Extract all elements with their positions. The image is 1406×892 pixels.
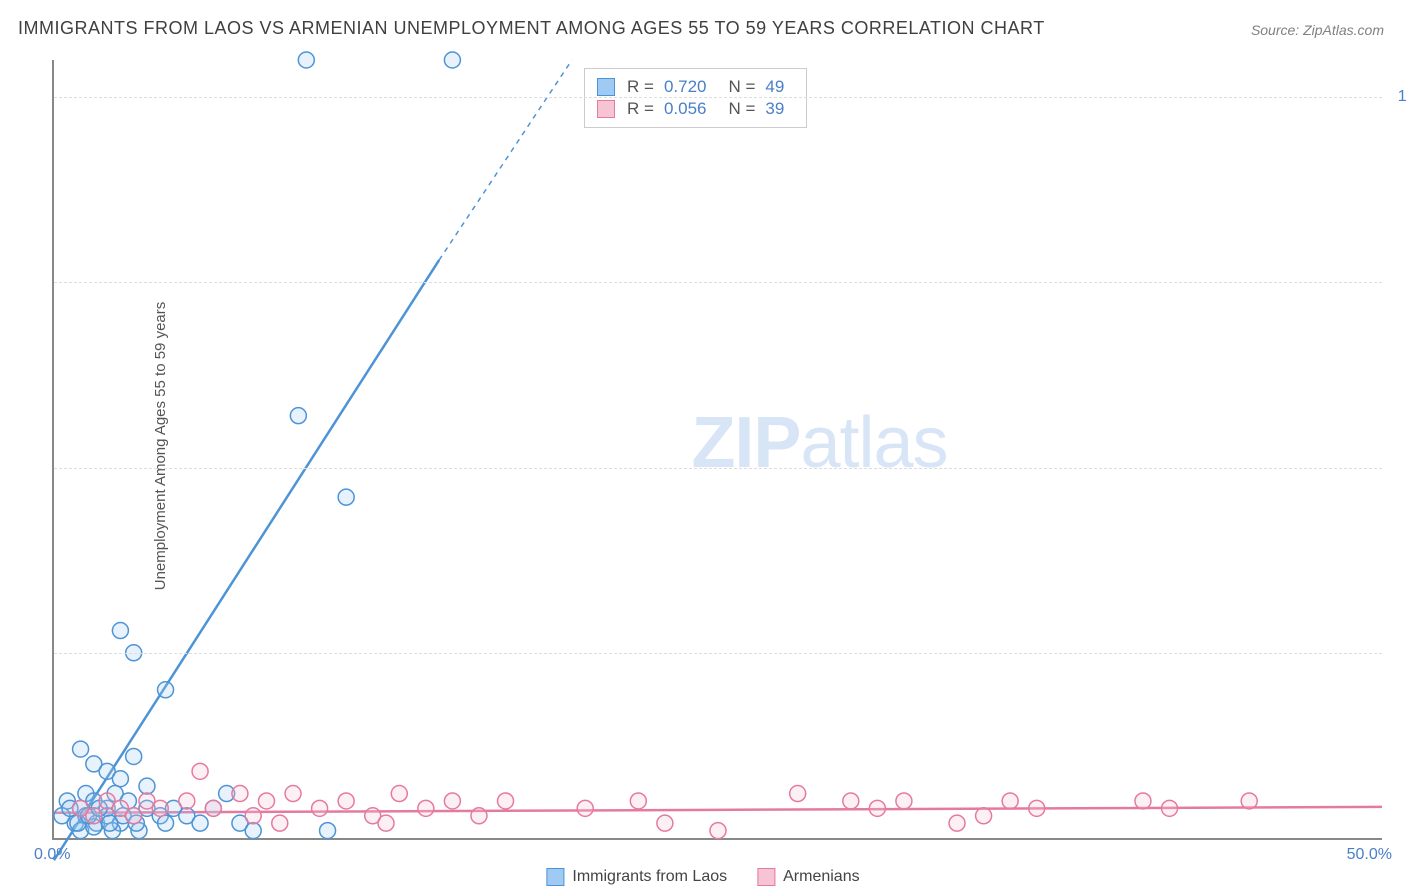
gridline — [54, 97, 1382, 98]
stats-row-armenians: R = 0.056 N = 39 — [597, 99, 794, 119]
x-tick-50: 50.0% — [1347, 846, 1392, 864]
stats-row-laos: R = 0.720 N = 49 — [597, 77, 794, 97]
gridline — [54, 653, 1382, 654]
n-label: N = — [728, 77, 755, 97]
gridline — [54, 282, 1382, 283]
legend-label-armenians: Armenians — [783, 868, 859, 886]
y-tick-label: 100.0% — [1392, 88, 1406, 106]
y-tick-label: 75.0% — [1392, 273, 1406, 291]
swatch-armenians — [597, 100, 615, 118]
bottom-legend: Immigrants from Laos Armenians — [546, 868, 859, 886]
plot-area: ZIPatlas R = 0.720 N = 49 R = 0.056 N = … — [52, 60, 1382, 840]
y-tick-label: 25.0% — [1392, 644, 1406, 662]
y-tick-label: 50.0% — [1392, 459, 1406, 477]
legend-swatch-laos — [546, 868, 564, 886]
legend-item-armenians: Armenians — [757, 868, 859, 886]
source-attribution: Source: ZipAtlas.com — [1251, 22, 1384, 38]
legend-swatch-armenians — [757, 868, 775, 886]
n-value-laos: 49 — [765, 77, 784, 97]
legend-label-laos: Immigrants from Laos — [572, 868, 727, 886]
r-label: R = — [627, 99, 654, 119]
chart-canvas — [54, 60, 1382, 838]
legend-item-laos: Immigrants from Laos — [546, 868, 727, 886]
r-value-armenians: 0.056 — [664, 99, 707, 119]
n-label: N = — [728, 99, 755, 119]
swatch-laos — [597, 78, 615, 96]
x-tick-0: 0.0% — [34, 846, 70, 864]
r-value-laos: 0.720 — [664, 77, 707, 97]
r-label: R = — [627, 77, 654, 97]
n-value-armenians: 39 — [765, 99, 784, 119]
chart-title: IMMIGRANTS FROM LAOS VS ARMENIAN UNEMPLO… — [18, 18, 1045, 39]
gridline — [54, 468, 1382, 469]
